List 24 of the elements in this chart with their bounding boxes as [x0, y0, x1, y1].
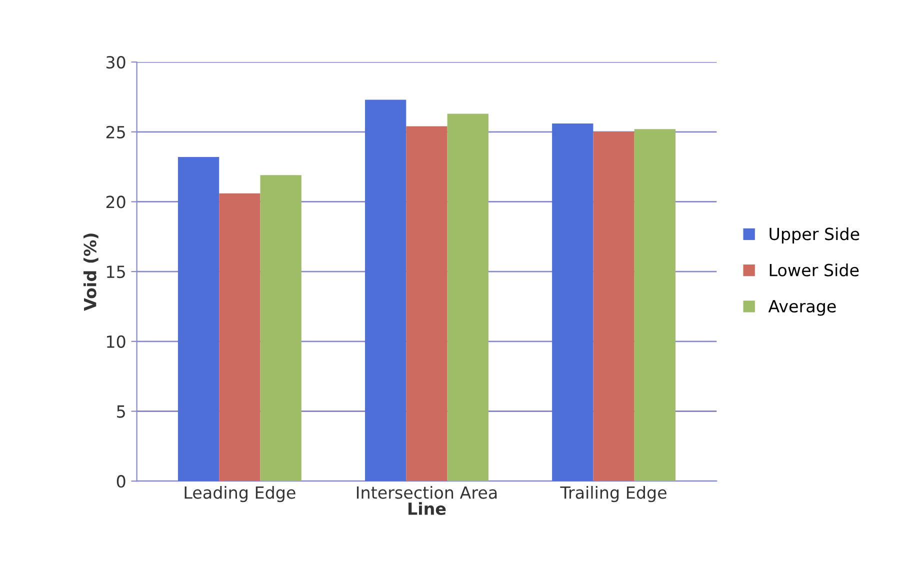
y-tick-label: 5 [117, 405, 125, 418]
bar [365, 100, 406, 482]
bar [178, 157, 220, 482]
bar [219, 193, 260, 482]
legend-label: Average [768, 300, 836, 316]
legend-label: Upper Side [770, 227, 860, 244]
bar [260, 175, 302, 482]
x-axis-title: Line [408, 502, 446, 515]
x-tick-label: Leading Edge [184, 486, 296, 502]
y-tick-label: 0 [116, 475, 126, 488]
y-tick-label: 25 [106, 126, 125, 138]
bar [593, 132, 634, 482]
y-tick-label: 30 [106, 56, 126, 69]
y-axis-title: Void (%) [83, 234, 98, 311]
x-tick-label: Trailing Edge [560, 486, 666, 502]
y-tick-label: 10 [107, 335, 126, 348]
y-tick-label: 15 [107, 266, 125, 278]
y-tick-label: 20 [106, 196, 126, 208]
bar [634, 129, 676, 482]
legend-label: Lower Side [770, 264, 859, 276]
bar [447, 114, 488, 482]
x-tick-label: Intersection Area [356, 486, 497, 499]
bar [406, 126, 448, 482]
bar [552, 124, 594, 482]
